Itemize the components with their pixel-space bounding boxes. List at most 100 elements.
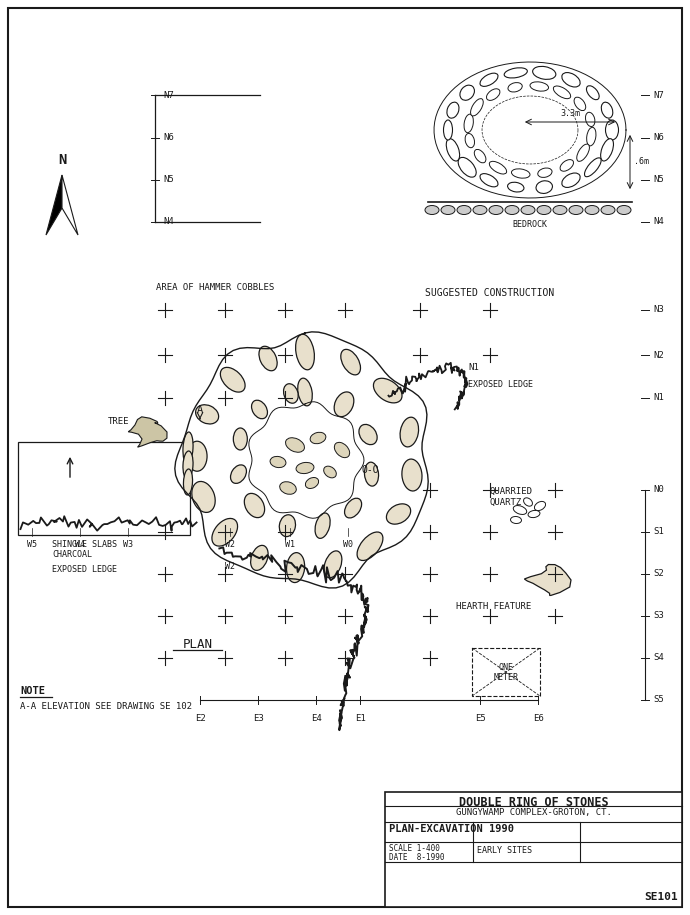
Text: E1: E1	[355, 714, 366, 723]
Ellipse shape	[508, 182, 524, 192]
Ellipse shape	[183, 432, 193, 464]
Ellipse shape	[584, 157, 601, 177]
Ellipse shape	[560, 159, 573, 171]
Ellipse shape	[457, 206, 471, 214]
Bar	[385, 792, 682, 907]
Ellipse shape	[601, 206, 615, 214]
Polygon shape	[46, 175, 62, 235]
Text: N0: N0	[653, 486, 664, 494]
Ellipse shape	[286, 553, 305, 583]
Ellipse shape	[460, 85, 475, 101]
Text: TREE: TREE	[108, 417, 130, 426]
Ellipse shape	[521, 206, 535, 214]
Ellipse shape	[212, 519, 237, 546]
Ellipse shape	[480, 174, 498, 187]
Text: O-O: O-O	[361, 465, 379, 475]
Text: N4: N4	[653, 218, 664, 227]
Text: N1: N1	[468, 363, 479, 372]
Ellipse shape	[508, 82, 522, 92]
Ellipse shape	[511, 516, 522, 523]
Ellipse shape	[446, 139, 460, 161]
Text: QUARRIED: QUARRIED	[490, 487, 533, 496]
Bar	[472, 648, 540, 696]
Ellipse shape	[586, 127, 596, 145]
Text: 3.3m: 3.3m	[560, 109, 580, 118]
Ellipse shape	[617, 206, 631, 214]
Ellipse shape	[465, 134, 475, 147]
Ellipse shape	[574, 97, 586, 111]
Ellipse shape	[528, 511, 540, 518]
Ellipse shape	[192, 481, 215, 512]
Text: CHARCOAL: CHARCOAL	[52, 550, 92, 559]
Ellipse shape	[606, 120, 618, 140]
Text: W5: W5	[27, 540, 37, 549]
Text: E2: E2	[195, 714, 206, 723]
Ellipse shape	[286, 437, 304, 452]
Ellipse shape	[296, 462, 314, 474]
Ellipse shape	[341, 350, 360, 375]
Polygon shape	[524, 565, 571, 596]
Ellipse shape	[505, 206, 519, 214]
Text: NOTE: NOTE	[20, 686, 45, 696]
Ellipse shape	[486, 89, 500, 101]
Ellipse shape	[270, 457, 286, 468]
Ellipse shape	[357, 532, 383, 561]
Text: PLAN-EXCAVATION 1990: PLAN-EXCAVATION 1990	[389, 824, 514, 834]
Ellipse shape	[489, 206, 503, 214]
Ellipse shape	[513, 506, 526, 514]
Text: S4: S4	[653, 653, 664, 662]
Text: .6m: .6m	[634, 157, 649, 167]
Ellipse shape	[284, 383, 298, 404]
Ellipse shape	[252, 400, 268, 419]
Ellipse shape	[373, 378, 402, 403]
Ellipse shape	[504, 68, 527, 78]
Text: N2: N2	[653, 350, 664, 360]
Ellipse shape	[586, 113, 595, 126]
Text: N4: N4	[163, 218, 174, 227]
Ellipse shape	[458, 157, 476, 178]
Ellipse shape	[537, 206, 551, 214]
Ellipse shape	[489, 161, 506, 174]
Text: DOUBLE RING OF STONES: DOUBLE RING OF STONES	[459, 796, 609, 809]
Text: W2: W2	[225, 540, 235, 549]
Text: N1: N1	[653, 393, 664, 403]
Ellipse shape	[279, 515, 295, 536]
Ellipse shape	[334, 392, 354, 416]
Text: SHINGLE SLABS: SHINGLE SLABS	[52, 540, 117, 549]
Text: N3: N3	[653, 306, 664, 315]
Ellipse shape	[586, 86, 599, 100]
Text: A: A	[197, 405, 203, 415]
Ellipse shape	[244, 493, 265, 518]
Ellipse shape	[425, 206, 439, 214]
Text: N5: N5	[653, 176, 664, 185]
Ellipse shape	[538, 168, 552, 178]
Ellipse shape	[335, 442, 350, 458]
Text: SUGGESTED CONSTRUCTION: SUGGESTED CONSTRUCTION	[425, 288, 554, 298]
Ellipse shape	[480, 73, 498, 86]
Ellipse shape	[359, 425, 377, 445]
Ellipse shape	[530, 81, 549, 92]
Text: E3: E3	[253, 714, 264, 723]
Text: EXPOSED LEDGE: EXPOSED LEDGE	[468, 380, 533, 389]
Ellipse shape	[535, 501, 546, 511]
Text: E5: E5	[475, 714, 485, 723]
Ellipse shape	[195, 404, 219, 424]
Text: SE101: SE101	[644, 892, 678, 902]
Ellipse shape	[471, 99, 483, 116]
Text: DATE  8-1990: DATE 8-1990	[389, 853, 444, 862]
Polygon shape	[128, 417, 167, 447]
Text: W0: W0	[343, 540, 353, 549]
Ellipse shape	[447, 102, 459, 118]
Bar	[18, 442, 190, 535]
Text: GUNGYWAMP COMPLEX-GROTON, CT.: GUNGYWAMP COMPLEX-GROTON, CT.	[455, 808, 611, 817]
Ellipse shape	[250, 545, 268, 570]
Ellipse shape	[297, 378, 313, 406]
Text: N6: N6	[163, 134, 174, 143]
Ellipse shape	[569, 206, 583, 214]
Ellipse shape	[315, 513, 330, 538]
Ellipse shape	[344, 499, 362, 518]
Text: W1: W1	[285, 540, 295, 549]
Ellipse shape	[474, 149, 486, 163]
Ellipse shape	[184, 469, 193, 495]
Text: SCALE 1-400: SCALE 1-400	[389, 844, 440, 853]
